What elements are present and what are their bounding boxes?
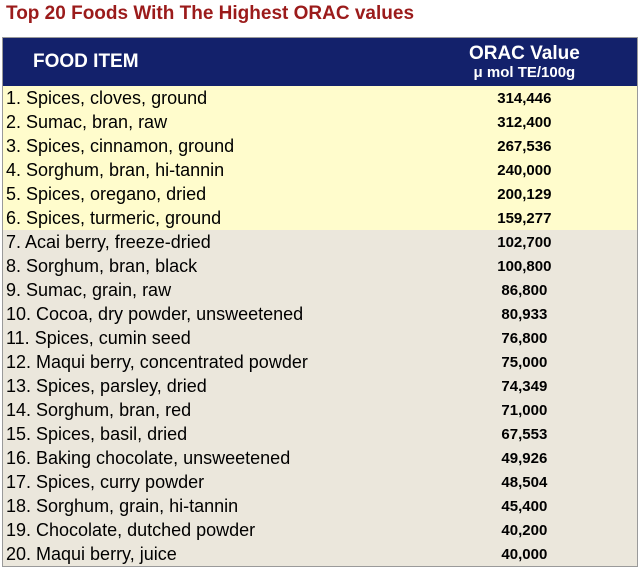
table-row: 3. Spices, cinnamon, ground 267,536 [3,134,637,158]
orac-value-cell: 86,800 [501,281,548,299]
table-row: 18. Sorghum, grain, hi-tannin 45,400 [3,494,637,518]
table-row: 19. Chocolate, dutched powder 40,200 [3,518,637,542]
table-row: 10. Cocoa, dry powder, unsweetened 80,933 [3,302,637,326]
food-item-cell: 16. Baking chocolate, unsweetened [6,447,291,468]
food-item-cell: 15. Spices, basil, dried [6,423,188,444]
page-title: Top 20 Foods With The Highest ORAC value… [6,3,415,24]
table-row: 5. Spices, oregano, dried 200,129 [3,182,637,206]
orac-value-cell: 312,400 [497,113,552,131]
orac-value-cell: 67,553 [501,425,548,443]
orac-table: FOOD ITEM ORAC Value μ mol TE/100g 1. Sp… [2,37,638,567]
food-item-cell: 1. Spices, cloves, ground [6,87,208,108]
orac-value-cell: 200,129 [497,185,552,203]
orac-value-cell: 40,000 [501,545,548,563]
table-row: 17. Spices, curry powder 48,504 [3,470,637,494]
food-item-cell: 17. Spices, curry powder [6,471,205,492]
table-row: 20. Maqui berry, juice 40,000 [3,542,637,566]
table-row: 6. Spices, turmeric, ground 159,277 [3,206,637,230]
food-item-cell: 11. Spices, cumin seed [6,327,191,348]
orac-value-cell: 267,536 [497,137,552,155]
table-row: 4. Sorghum, bran, hi-tannin 240,000 [3,158,637,182]
orac-value-cell: 71,000 [501,401,548,419]
food-item-cell: 3. Spices, cinnamon, ground [6,135,235,156]
food-item-cell: 19. Chocolate, dutched powder [6,519,256,540]
table-row: 1. Spices, cloves, ground 314,446 [3,86,637,110]
orac-value-cell: 240,000 [497,161,552,179]
table-row: 15. Spices, basil, dried 67,553 [3,422,637,446]
food-item-cell: 10. Cocoa, dry powder, unsweetened [6,303,304,324]
orac-value-cell: 45,400 [501,497,548,515]
orac-value-cell: 100,800 [497,257,552,275]
food-item-cell: 2. Sumac, bran, raw [6,111,168,132]
table-row: 13. Spices, parsley, dried 74,349 [3,374,637,398]
orac-value-cell: 80,933 [501,305,548,323]
table-row: 14. Sorghum, bran, red 71,000 [3,398,637,422]
orac-value-cell: 49,926 [501,449,548,467]
table-header: FOOD ITEM ORAC Value μ mol TE/100g [3,38,637,86]
table-row: 2. Sumac, bran, raw 312,400 [3,110,637,134]
orac-value-cell: 48,504 [501,473,548,491]
food-item-cell: 6. Spices, turmeric, ground [6,207,222,228]
table-body: 1. Spices, cloves, ground 314,446 2. Sumac… [3,86,637,566]
food-item-cell: 13. Spices, parsley, dried [6,375,207,396]
orac-value-cell: 75,000 [501,353,548,371]
table-row: 8. Sorghum, bran, black 100,800 [3,254,637,278]
table-row: 16. Baking chocolate, unsweetened 49,926 [3,446,637,470]
food-item-cell: 12. Maqui berry, concentrated powder [6,351,308,372]
table-row: 12. Maqui berry, concentrated powder 75,0… [3,350,637,374]
orac-value-cell: 102,700 [497,233,552,251]
column-header-food-item: FOOD ITEM [33,51,139,72]
orac-value-cell: 159,277 [497,209,552,227]
orac-value-cell: 40,200 [501,521,548,539]
column-header-orac-value: ORAC Value μ mol TE/100g [412,38,637,86]
food-item-cell: 7. Acai berry, freeze-dried [6,231,211,252]
orac-value-cell: 76,800 [501,329,548,347]
table-row: 9. Sumac, grain, raw 86,800 [3,278,637,302]
food-item-cell: 14. Sorghum, bran, red [6,399,192,420]
food-item-cell: 8. Sorghum, bran, black [6,255,198,276]
table-row: 11. Spices, cumin seed 76,800 [3,326,637,350]
orac-value-cell: 314,446 [497,89,552,107]
food-item-cell: 20. Maqui berry, juice [6,543,177,564]
orac-value-cell: 74,349 [501,377,548,395]
food-item-cell: 5. Spices, oregano, dried [6,183,207,204]
food-item-cell: 18. Sorghum, grain, hi-tannin [6,495,239,516]
column-header-orac-unit: μ mol TE/100g [473,63,576,81]
column-header-orac-label: ORAC Value [468,42,580,64]
food-item-cell: 9. Sumac, grain, raw [6,279,172,300]
table-row: 7. Acai berry, freeze-dried 102,700 [3,230,637,254]
food-item-cell: 4. Sorghum, bran, hi-tannin [6,159,225,180]
